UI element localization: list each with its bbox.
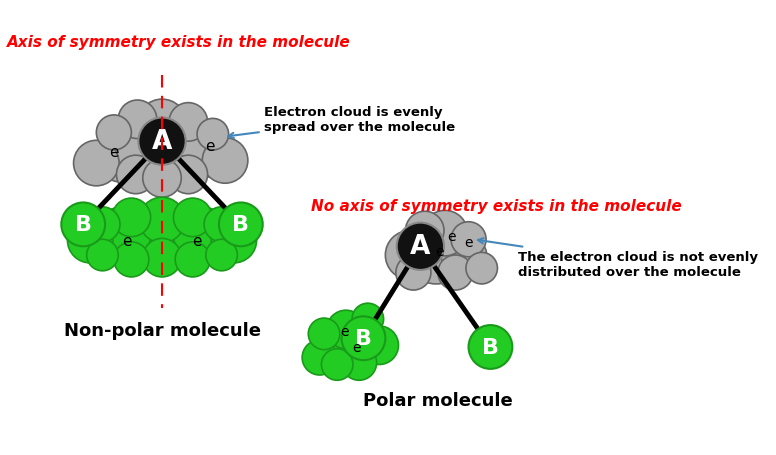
Circle shape <box>396 255 431 290</box>
Circle shape <box>451 222 486 257</box>
Circle shape <box>341 317 386 360</box>
Circle shape <box>442 234 487 280</box>
Text: e: e <box>447 229 456 243</box>
Circle shape <box>169 156 207 194</box>
Text: e: e <box>352 340 361 354</box>
Circle shape <box>137 100 186 149</box>
Circle shape <box>321 349 353 380</box>
Circle shape <box>61 203 105 247</box>
Circle shape <box>341 345 376 380</box>
Circle shape <box>68 218 113 263</box>
Circle shape <box>169 103 207 142</box>
Circle shape <box>175 243 210 277</box>
Circle shape <box>87 240 118 271</box>
Text: e: e <box>464 235 473 249</box>
Text: B: B <box>232 215 249 235</box>
Circle shape <box>203 138 248 184</box>
Circle shape <box>397 223 444 270</box>
Text: Non-polar molecule: Non-polar molecule <box>64 321 261 339</box>
Circle shape <box>112 199 151 237</box>
Circle shape <box>173 199 212 237</box>
Circle shape <box>406 212 444 250</box>
Text: Polar molecule: Polar molecule <box>363 391 513 409</box>
Text: e: e <box>340 324 348 339</box>
Text: e: e <box>123 233 132 248</box>
Circle shape <box>129 205 196 271</box>
Text: e: e <box>435 244 444 258</box>
Text: B: B <box>482 337 499 357</box>
Text: No axis of symmetry exists in the molecule: No axis of symmetry exists in the molecu… <box>311 199 681 214</box>
Text: B: B <box>355 329 372 349</box>
Circle shape <box>312 324 354 366</box>
Circle shape <box>173 207 230 263</box>
Text: Axis of symmetry exists in the molecule: Axis of symmetry exists in the molecule <box>7 35 351 50</box>
Text: e: e <box>206 139 215 154</box>
Circle shape <box>143 159 182 198</box>
Circle shape <box>143 239 182 277</box>
Circle shape <box>327 310 365 349</box>
Circle shape <box>114 243 149 277</box>
Circle shape <box>74 141 119 187</box>
Circle shape <box>469 325 512 369</box>
Text: B: B <box>74 215 92 235</box>
Circle shape <box>173 123 230 178</box>
Text: A: A <box>152 129 172 155</box>
Circle shape <box>302 340 338 375</box>
Circle shape <box>422 211 468 256</box>
Circle shape <box>330 317 383 369</box>
Circle shape <box>466 253 497 284</box>
Circle shape <box>139 198 185 243</box>
Circle shape <box>206 240 237 271</box>
Circle shape <box>85 207 120 243</box>
Circle shape <box>125 110 199 183</box>
Circle shape <box>403 218 469 284</box>
Text: The electron cloud is not evenly
distributed over the molecule: The electron cloud is not evenly distrib… <box>478 239 758 278</box>
Circle shape <box>438 255 473 290</box>
Text: A: A <box>411 234 431 260</box>
Circle shape <box>138 118 185 166</box>
Circle shape <box>219 203 263 247</box>
Circle shape <box>308 318 340 350</box>
Text: Electron cloud is evenly
spread over the molecule: Electron cloud is evenly spread over the… <box>228 106 456 139</box>
Circle shape <box>95 207 151 263</box>
Circle shape <box>211 218 257 263</box>
Circle shape <box>386 231 435 280</box>
Text: e: e <box>109 145 119 160</box>
Circle shape <box>352 303 383 335</box>
Text: e: e <box>192 233 202 248</box>
Circle shape <box>118 101 157 139</box>
Circle shape <box>116 156 155 194</box>
Circle shape <box>95 127 151 183</box>
Circle shape <box>96 116 131 151</box>
Circle shape <box>204 207 239 243</box>
Circle shape <box>360 326 399 365</box>
Circle shape <box>197 119 229 151</box>
